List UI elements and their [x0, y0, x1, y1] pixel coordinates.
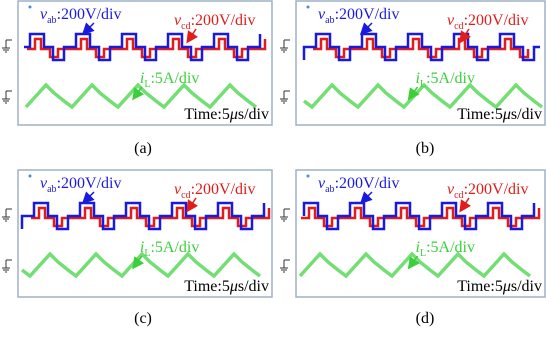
subscript: ab [47, 15, 56, 26]
scope-dot [29, 175, 32, 178]
scale: :200V/div [191, 181, 256, 198]
scale: :200V/div [335, 6, 400, 23]
scale: :200V/div [464, 181, 529, 198]
ground-marker [280, 209, 290, 221]
caption: (a) [134, 140, 152, 157]
scope-dot [29, 6, 32, 9]
subscript: cd [454, 21, 463, 32]
scale: :5A/div [426, 239, 475, 256]
caption: (c) [134, 310, 152, 327]
time-prefix: Time:5 [457, 106, 503, 123]
ground-marker [2, 209, 12, 221]
scope-dot [307, 175, 310, 178]
time-unit-symbol: μ [502, 278, 511, 295]
ground-marker [2, 91, 12, 103]
subscript: ab [325, 184, 334, 195]
time-suffix: s/div [511, 278, 542, 295]
caption: (b) [416, 140, 435, 157]
scale: :200V/div [335, 175, 400, 192]
ground-marker [2, 40, 12, 52]
ground-marker [2, 260, 12, 272]
ground-marker [280, 260, 290, 272]
subscript: cd [454, 190, 463, 201]
time-prefix: Time:5 [457, 278, 503, 295]
ground-marker [280, 91, 290, 103]
scope-dot [307, 6, 310, 9]
time-scale: Time:5μs/div [184, 278, 269, 295]
time-unit-symbol: μ [229, 106, 238, 123]
scale: :5A/div [150, 70, 199, 87]
time-unit-symbol: μ [502, 106, 511, 123]
figure: vab:200V/divvcd:200V/diviL:5A/divTime:5μ… [0, 0, 546, 340]
scope-panel: vab:200V/divvcd:200V/diviL:5A/divTime:5μ… [2, 1, 272, 125]
time-prefix: Time:5 [184, 106, 230, 123]
caption: (d) [416, 310, 435, 327]
time-suffix: s/div [238, 278, 269, 295]
scale: :200V/div [464, 12, 529, 29]
ground-marker [280, 40, 290, 52]
scale: :5A/div [426, 70, 475, 87]
time-unit-symbol: μ [229, 278, 238, 295]
subscript: cd [181, 21, 190, 32]
subscript: cd [181, 190, 190, 201]
subscript: ab [325, 15, 334, 26]
time-scale: Time:5μs/div [457, 278, 542, 295]
scale: :200V/div [57, 175, 122, 192]
time-scale: Time:5μs/div [184, 106, 269, 123]
scale: :5A/div [150, 239, 199, 256]
scale: :200V/div [57, 6, 122, 23]
time-suffix: s/div [511, 106, 542, 123]
time-scale: Time:5μs/div [457, 106, 542, 123]
scale: :200V/div [191, 12, 256, 29]
time-suffix: s/div [238, 106, 269, 123]
time-prefix: Time:5 [184, 278, 230, 295]
subscript: ab [47, 184, 56, 195]
